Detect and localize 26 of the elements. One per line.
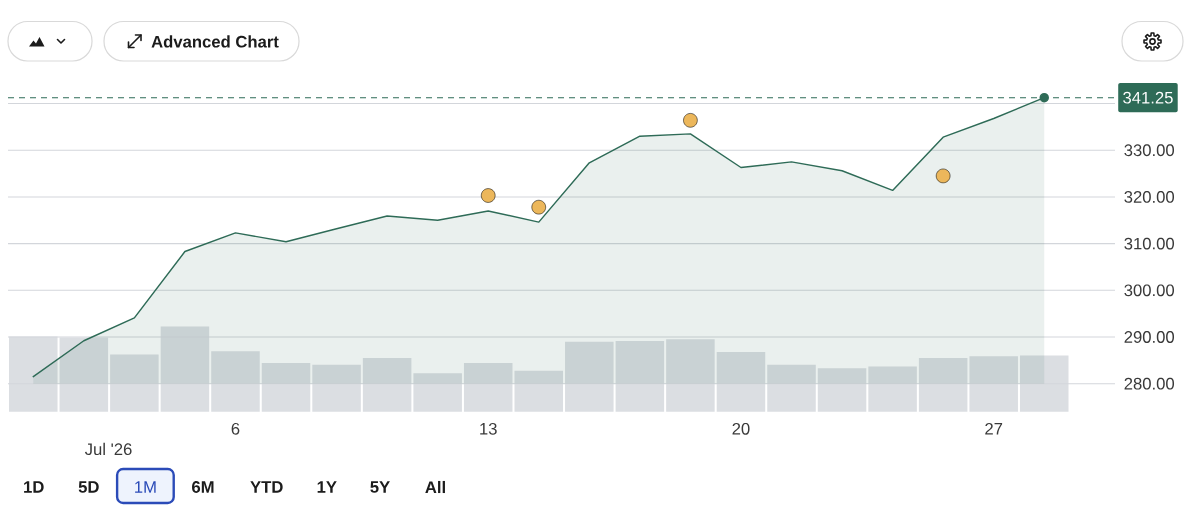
- point: [935, 168, 951, 184]
- y-tick-label: 320.00: [1124, 191, 1175, 203]
- y-tick-label: 290.00: [1124, 331, 1175, 343]
- point: [1039, 92, 1049, 103]
- y-tick-label: 300.00: [1124, 284, 1175, 297]
- text: YTD: [250, 481, 283, 493]
- x-axis-title: Jul '26: [84, 442, 132, 456]
- text: All: [425, 480, 445, 494]
- text: 5D: [78, 481, 99, 493]
- y-tick-label: 310.00: [1124, 237, 1175, 250]
- x-tick-label: 20: [732, 422, 750, 435]
- point: [481, 188, 496, 203]
- text: Advanced Chart: [151, 35, 279, 48]
- point: [683, 113, 698, 128]
- text: 1Y: [317, 481, 337, 493]
- text: 5Y: [370, 481, 390, 493]
- y-tick-label: 330.00: [1124, 144, 1175, 157]
- text: 1D: [24, 481, 44, 493]
- text: 1M: [135, 481, 156, 493]
- x-tick-label: 6: [231, 422, 240, 435]
- y-tick-label: 280.00: [1124, 377, 1175, 390]
- point: [531, 199, 546, 215]
- x-tick-label: 27: [985, 422, 1003, 435]
- text: 6M: [192, 481, 214, 493]
- x-tick-label: 13: [480, 422, 497, 435]
- ref-line-label: 341.25: [1123, 91, 1173, 104]
